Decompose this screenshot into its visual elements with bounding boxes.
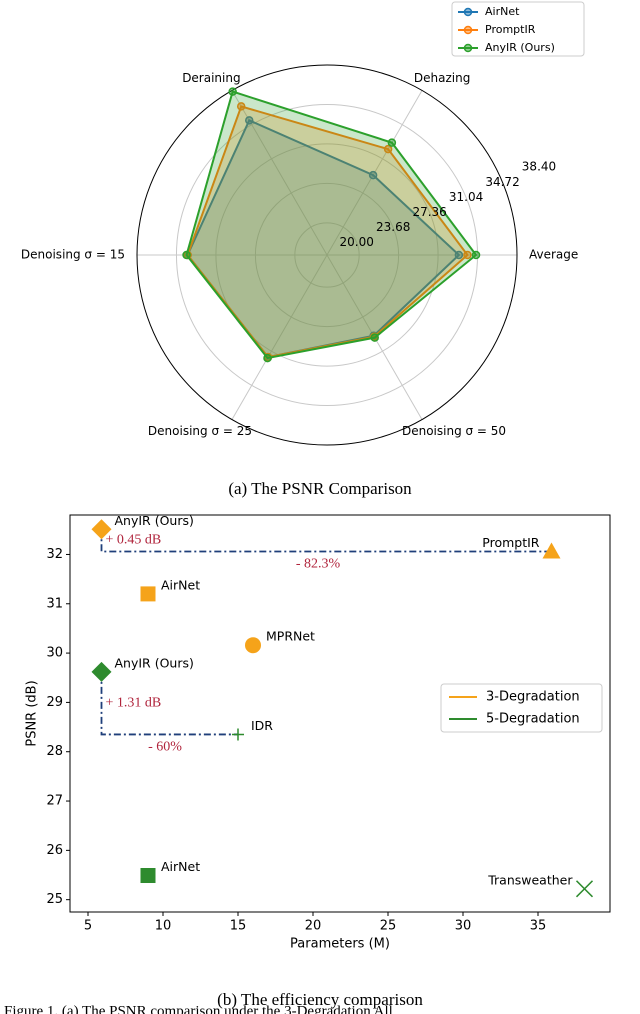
radar-point <box>383 144 393 154</box>
axis-label: Deraining <box>182 71 240 85</box>
legend-label: 3-Degradation <box>486 690 580 705</box>
caption: (b) The efficiency comparison <box>217 990 423 1009</box>
comparison-guide <box>100 671 238 736</box>
point-label: AirNet <box>161 859 200 874</box>
x-tick-label: 25 <box>380 919 397 934</box>
legend-box <box>440 683 603 733</box>
x-tick-label: 5 <box>84 919 92 934</box>
x-tick-label: 20 <box>305 919 322 934</box>
spoke <box>231 254 328 420</box>
annotation: - 60% <box>148 740 182 755</box>
caption: (a) The PSNR Comparison <box>228 479 412 498</box>
plot-frame <box>69 514 611 913</box>
y-tick-label: 25 <box>46 892 63 907</box>
point-label: IDR <box>251 718 273 733</box>
x-tick-label: 35 <box>530 919 547 934</box>
y-tick-label: 30 <box>46 646 63 661</box>
radar-point <box>387 138 397 147</box>
r-tick-label: 27.36 <box>412 205 446 219</box>
axis-label: Average <box>529 248 578 262</box>
radar-point <box>454 250 464 260</box>
x-tick-label: 15 <box>230 919 247 934</box>
y-tick-label: 29 <box>46 695 63 710</box>
radar-point <box>370 333 379 342</box>
legend-label: AirNet <box>485 5 520 18</box>
radar-point <box>463 250 472 260</box>
marker <box>91 519 112 540</box>
radar-point <box>245 116 254 125</box>
marker <box>140 586 156 602</box>
legend-label: PromptIR <box>485 23 536 36</box>
y-tick-label: 26 <box>46 843 63 858</box>
axis-label: Denoising σ = 25 <box>148 424 252 438</box>
point-label: MPRNet <box>266 629 315 644</box>
annotation: + 1.31 dB <box>106 695 162 710</box>
legend-label: 5-Degradation <box>486 712 580 727</box>
radar-point <box>368 170 378 180</box>
marker <box>575 880 594 898</box>
radar-area <box>185 90 478 360</box>
marker <box>232 728 244 741</box>
legend-box <box>451 1 585 57</box>
r-tick-label: 34.72 <box>485 175 519 189</box>
r-tick-label: 23.68 <box>376 220 410 234</box>
annotation: - 82.3% <box>296 557 341 572</box>
radar-point <box>263 353 272 363</box>
radar-point <box>471 250 481 260</box>
axis-label: Denoising σ = 50 <box>402 424 506 438</box>
point-label: AirNet <box>161 577 200 592</box>
legend-swatch <box>463 43 473 53</box>
radar-point <box>228 87 237 96</box>
marker <box>245 637 261 654</box>
legend-label: AnyIR (Ours) <box>485 41 555 54</box>
y-axis-label: PSNR (dB) <box>25 680 40 746</box>
axis-label: Denoising σ = 15 <box>21 248 125 262</box>
radar-point <box>182 250 191 260</box>
y-tick-label: 31 <box>46 596 63 611</box>
y-tick-label: 27 <box>46 794 63 809</box>
marker <box>91 661 112 682</box>
r-tick-label: 31.04 <box>449 190 483 204</box>
point-label: Transweather <box>487 872 573 887</box>
marker <box>542 542 561 559</box>
point-label: AnyIR (Ours) <box>115 513 194 528</box>
r-tick-label: 38.40 <box>522 160 556 174</box>
y-tick-label: 32 <box>46 547 63 562</box>
point-label: PromptIR <box>482 535 540 550</box>
x-tick-label: 10 <box>155 919 172 934</box>
radar-point <box>236 102 246 111</box>
y-tick-label: 28 <box>46 744 63 759</box>
legend-swatch <box>463 25 473 35</box>
r-tick-label: 20.00 <box>340 235 374 249</box>
spine <box>136 64 518 446</box>
annotation: + 0.45 dB <box>106 533 162 548</box>
marker <box>140 868 156 884</box>
axis-label: Dehazing <box>414 71 470 85</box>
legend-swatch <box>463 7 473 17</box>
figure-caption: Figure 1. (a) The PSNR comparison under … <box>4 1003 393 1014</box>
point-label: AnyIR (Ours) <box>115 655 194 670</box>
x-axis-label: Parameters (M) <box>290 937 390 952</box>
x-tick-label: 30 <box>455 919 472 934</box>
